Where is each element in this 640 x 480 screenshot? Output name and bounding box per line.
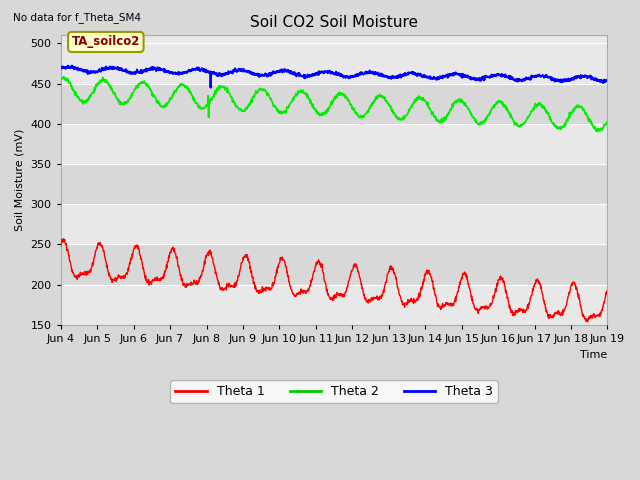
Theta 3: [57, 65, 65, 71]
Theta 2: [369, 100, 376, 106]
Theta 1: [310, 269, 318, 275]
Theta 3: [207, 85, 214, 91]
Bar: [61, 43, 607, 84]
Theta 2: [593, 129, 601, 134]
Y-axis label: Soil Moisture (mV): Soil Moisture (mV): [15, 129, 25, 231]
Theta 2: [122, 99, 129, 105]
Bar: [61, 204, 607, 244]
Bar: [61, 84, 607, 124]
Theta 1: [301, 289, 308, 295]
Title: Soil CO2 Soil Moisture: Soil CO2 Soil Moisture: [250, 15, 418, 30]
Theta 1: [369, 296, 376, 302]
Line: Theta 3: Theta 3: [61, 66, 607, 88]
Legend: Theta 1, Theta 2, Theta 3: Theta 1, Theta 2, Theta 3: [170, 380, 498, 403]
Theta 3: [68, 63, 76, 69]
Bar: [61, 244, 607, 285]
Theta 1: [60, 236, 67, 241]
Theta 2: [100, 78, 108, 84]
Theta 2: [57, 75, 65, 81]
Theta 2: [310, 106, 318, 112]
Bar: [61, 164, 607, 204]
Text: No data for f_Theta_SM4: No data for f_Theta_SM4: [13, 12, 141, 23]
X-axis label: Time: Time: [580, 349, 607, 360]
Bar: [61, 124, 607, 164]
Theta 1: [289, 290, 297, 296]
Theta 3: [604, 78, 611, 84]
Theta 1: [604, 288, 611, 294]
Theta 3: [122, 69, 129, 74]
Theta 3: [289, 71, 297, 77]
Theta 2: [604, 119, 611, 124]
Text: TA_soilco2: TA_soilco2: [72, 36, 140, 48]
Theta 2: [289, 95, 297, 101]
Line: Theta 2: Theta 2: [61, 77, 607, 132]
Theta 3: [100, 67, 108, 73]
Theta 1: [122, 271, 129, 277]
Theta 1: [100, 249, 108, 254]
Bar: [61, 285, 607, 325]
Theta 1: [57, 243, 65, 249]
Theta 3: [301, 72, 308, 78]
Theta 2: [60, 74, 68, 80]
Theta 3: [369, 71, 376, 76]
Line: Theta 1: Theta 1: [61, 239, 607, 322]
Theta 3: [310, 71, 318, 77]
Theta 2: [301, 90, 308, 96]
Theta 1: [584, 319, 591, 325]
